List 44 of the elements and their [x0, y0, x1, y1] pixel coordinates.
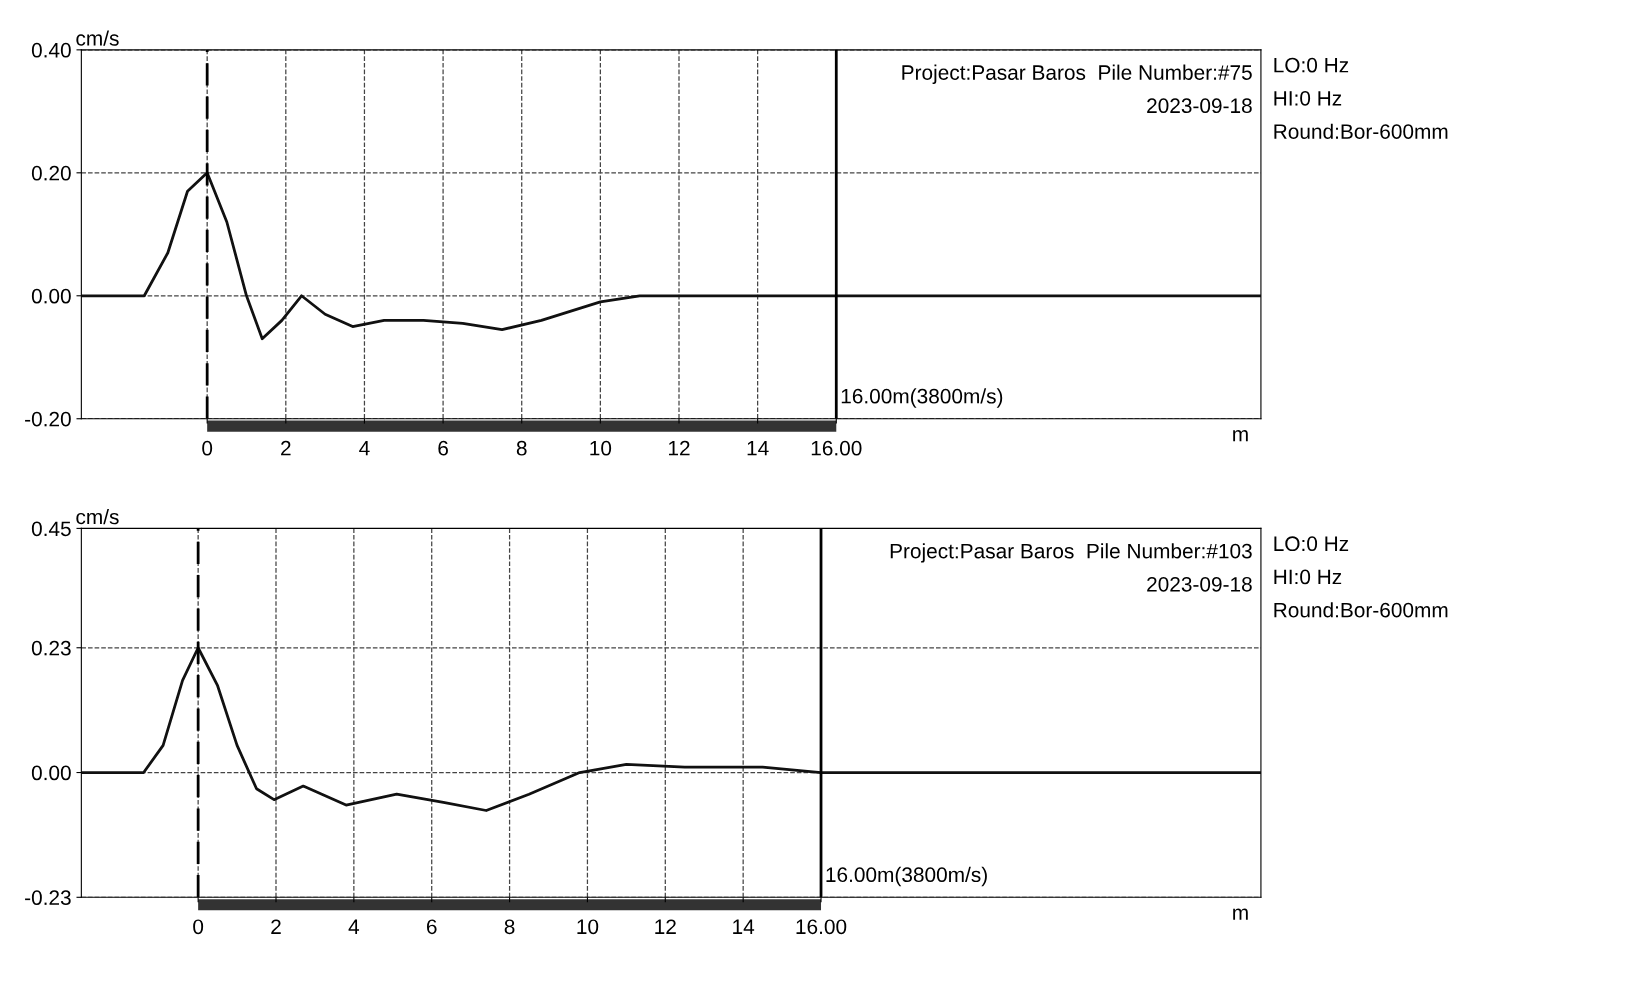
annotation: Project:Pasar Baros Pile Number:#103 — [890, 543, 1252, 563]
y-axis-title: cm/s — [76, 30, 119, 46]
y-tick-label: -0.23 — [25, 890, 71, 906]
x-tick-label: 10 — [590, 440, 612, 456]
annotation: Project:Pasar Baros Pile Number:#75 — [902, 64, 1252, 85]
x-tick-label: 2 — [281, 440, 291, 456]
ref-line-label: 16.00m(3800m/s) — [826, 866, 987, 887]
y-tick-label: 0.00 — [31, 765, 71, 781]
x-tick-label: 16.00 — [811, 440, 862, 456]
x-tick-label: 14 — [733, 919, 755, 934]
x-tick-label: 12 — [655, 919, 676, 934]
x-tick-label: 12 — [669, 440, 690, 456]
y-tick-label: 0.40 — [31, 42, 71, 58]
x-tick-label: 0 — [193, 919, 204, 935]
line-series — [81, 646, 1261, 812]
x-tick-label: 10 — [577, 919, 599, 935]
x-axis-title: m — [1233, 430, 1248, 442]
y-tick-label: 0.23 — [31, 640, 71, 656]
text: Round:Bor-600mm — [1274, 123, 1448, 139]
y-tick-label: 0.45 — [31, 521, 71, 537]
x-tick-label: 2 — [271, 919, 281, 934]
text: Round:Bor-600mm — [1274, 602, 1448, 618]
x-tick-label: 14 — [747, 441, 769, 456]
line-series — [81, 171, 1261, 341]
x-tick-label: 8 — [516, 440, 527, 456]
y-tick-label: -0.20 — [25, 411, 71, 427]
text: HI:0 Hz — [1274, 569, 1342, 585]
text: LO:0 Hz — [1274, 57, 1349, 73]
y-axis-title: cm/s — [76, 508, 119, 525]
x-tick-label: 6 — [426, 919, 437, 935]
x-tick-label: 6 — [438, 440, 448, 456]
y-tick-label: 0.20 — [31, 165, 71, 181]
x-tick-label: 4 — [359, 441, 370, 456]
x-tick-label: 4 — [348, 919, 360, 934]
text: HI:0 Hz — [1274, 90, 1342, 106]
x-tick-label: 8 — [504, 919, 515, 935]
x-axis-title: m — [1233, 908, 1248, 920]
x-tick-label: 0 — [202, 440, 213, 456]
y-tick-label: 0.00 — [31, 288, 71, 304]
text: LO:0 Hz — [1274, 536, 1349, 552]
x-tick-label: 16.00 — [796, 919, 847, 935]
annotation: 2023-09-18 — [1147, 98, 1252, 114]
annotation: 2023-09-18 — [1147, 576, 1252, 592]
ref-line-label: 16.00m(3800m/s) — [841, 388, 1003, 408]
